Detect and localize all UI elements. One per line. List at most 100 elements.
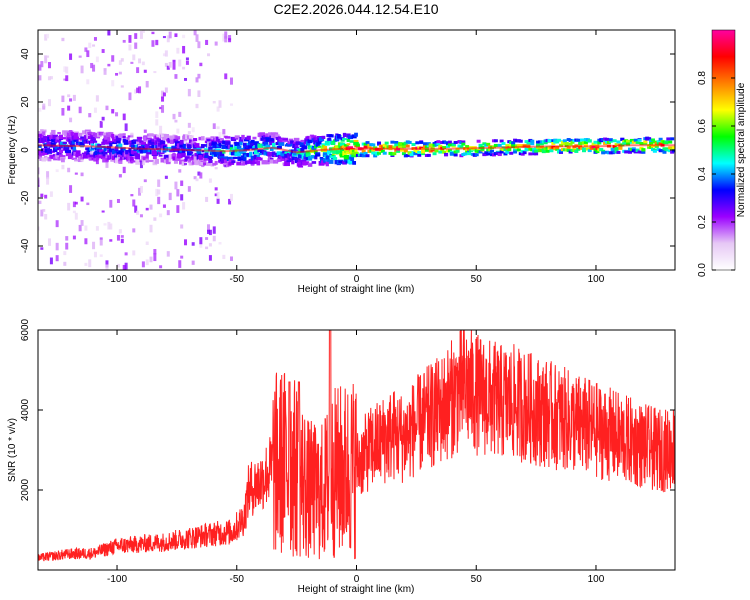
heatmap-cell xyxy=(222,163,229,167)
heatmap-cell xyxy=(77,157,83,163)
heatmap-cell xyxy=(278,141,285,146)
heatmap-cell xyxy=(208,146,213,152)
heatmap-cell xyxy=(143,179,147,183)
heatmap-cell xyxy=(474,153,479,157)
heatmap-cell xyxy=(114,154,119,159)
heatmap-cell xyxy=(631,140,636,144)
x-tick-label: 100 xyxy=(588,274,605,285)
heatmap-cell xyxy=(327,149,332,155)
heatmap-cell xyxy=(511,141,516,145)
heatmap-cell xyxy=(582,147,586,151)
heatmap-cell xyxy=(210,136,215,139)
heatmap-cell xyxy=(89,140,94,144)
heatmap-cell xyxy=(83,135,89,140)
heatmap-cell xyxy=(522,151,527,155)
heatmap-cell xyxy=(208,142,213,147)
heatmap-cell xyxy=(153,71,157,74)
heatmap-cell xyxy=(503,148,508,152)
x-tick-label: 50 xyxy=(471,574,483,585)
heatmap-cell xyxy=(228,162,235,165)
heatmap-cell xyxy=(40,129,47,133)
heatmap-cell xyxy=(59,141,66,147)
heatmap-cell xyxy=(94,150,101,156)
heatmap-cell xyxy=(97,143,102,147)
heatmap-cell xyxy=(128,35,132,43)
heatmap-cell xyxy=(166,155,171,158)
heatmap-cell xyxy=(160,151,165,154)
heatmap-cell xyxy=(185,57,189,61)
heatmap-cell xyxy=(257,143,264,148)
heatmap-cell xyxy=(109,152,113,157)
heatmap-cell xyxy=(169,136,175,140)
heatmap-cell xyxy=(93,251,97,258)
heatmap-cell xyxy=(154,159,159,164)
heatmap-cell xyxy=(155,188,159,197)
heatmap-cell xyxy=(58,149,64,154)
heatmap-cell xyxy=(228,38,232,43)
heatmap-cell xyxy=(38,64,42,71)
heatmap-cell xyxy=(72,210,76,214)
heatmap-cell xyxy=(338,160,343,163)
heatmap-cell xyxy=(547,139,552,143)
heatmap-cell xyxy=(129,156,134,162)
heatmap-cell xyxy=(46,55,50,58)
heatmap-cell xyxy=(78,55,82,58)
heatmap-cell xyxy=(116,234,120,241)
heatmap-cell xyxy=(273,159,279,164)
heatmap-cell xyxy=(196,146,202,149)
heatmap-cell xyxy=(345,151,351,155)
heatmap-cell xyxy=(172,62,176,70)
heatmap-cell xyxy=(650,138,655,142)
heatmap-cell xyxy=(256,154,260,157)
heatmap-cell xyxy=(348,156,352,161)
heatmap-cell xyxy=(42,209,46,212)
heatmap-cell xyxy=(228,144,232,149)
heatmap-cell xyxy=(125,153,131,158)
heatmap-cell xyxy=(195,161,199,166)
heatmap-cell xyxy=(134,89,138,94)
heatmap-cell xyxy=(282,138,288,141)
heatmap-cell xyxy=(284,161,290,167)
heatmap-cell xyxy=(219,138,225,142)
heatmap-cell xyxy=(463,152,468,156)
heatmap-cell xyxy=(493,143,498,147)
heatmap-cell xyxy=(555,147,560,151)
heatmap-cell xyxy=(38,75,42,81)
heatmap-cell xyxy=(342,151,347,156)
heatmap-cell xyxy=(302,159,307,163)
heatmap-cell xyxy=(239,136,243,141)
heatmap-cell xyxy=(150,140,155,145)
heatmap-cell xyxy=(179,139,184,145)
heatmap-cell xyxy=(139,160,143,169)
heatmap-cell xyxy=(180,194,184,201)
heatmap-cell xyxy=(461,140,466,144)
heatmap-cell xyxy=(174,119,178,123)
heatmap-cell xyxy=(401,152,406,156)
heatmap-cell xyxy=(568,150,573,154)
heatmap-cell xyxy=(346,138,351,142)
heatmap-cell xyxy=(133,148,139,152)
heatmap-cell xyxy=(143,69,147,73)
snr-series-line xyxy=(38,330,675,562)
heatmap-cell xyxy=(157,189,161,195)
heatmap-cell xyxy=(38,200,42,204)
heatmap-cell xyxy=(537,149,542,153)
heatmap-cell xyxy=(159,213,163,218)
heatmap-cell xyxy=(207,141,211,149)
x-tick-label: -50 xyxy=(230,574,245,585)
heatmap-cell xyxy=(175,146,180,151)
heatmap-cell xyxy=(293,141,297,144)
heatmap-cell xyxy=(143,129,147,133)
heatmap-cell xyxy=(582,149,586,153)
heatmap-cell xyxy=(168,154,172,162)
heatmap-cell xyxy=(111,80,115,87)
heatmap-cell xyxy=(254,150,259,155)
heatmap-cell xyxy=(246,135,251,140)
heatmap-cell xyxy=(118,174,122,178)
heatmap-cell xyxy=(672,149,675,153)
heatmap-cell xyxy=(118,150,123,156)
heatmap-cell xyxy=(394,143,399,147)
heatmap-cell xyxy=(101,49,105,53)
heatmap-cell xyxy=(115,157,119,164)
heatmap-cell xyxy=(413,151,418,155)
